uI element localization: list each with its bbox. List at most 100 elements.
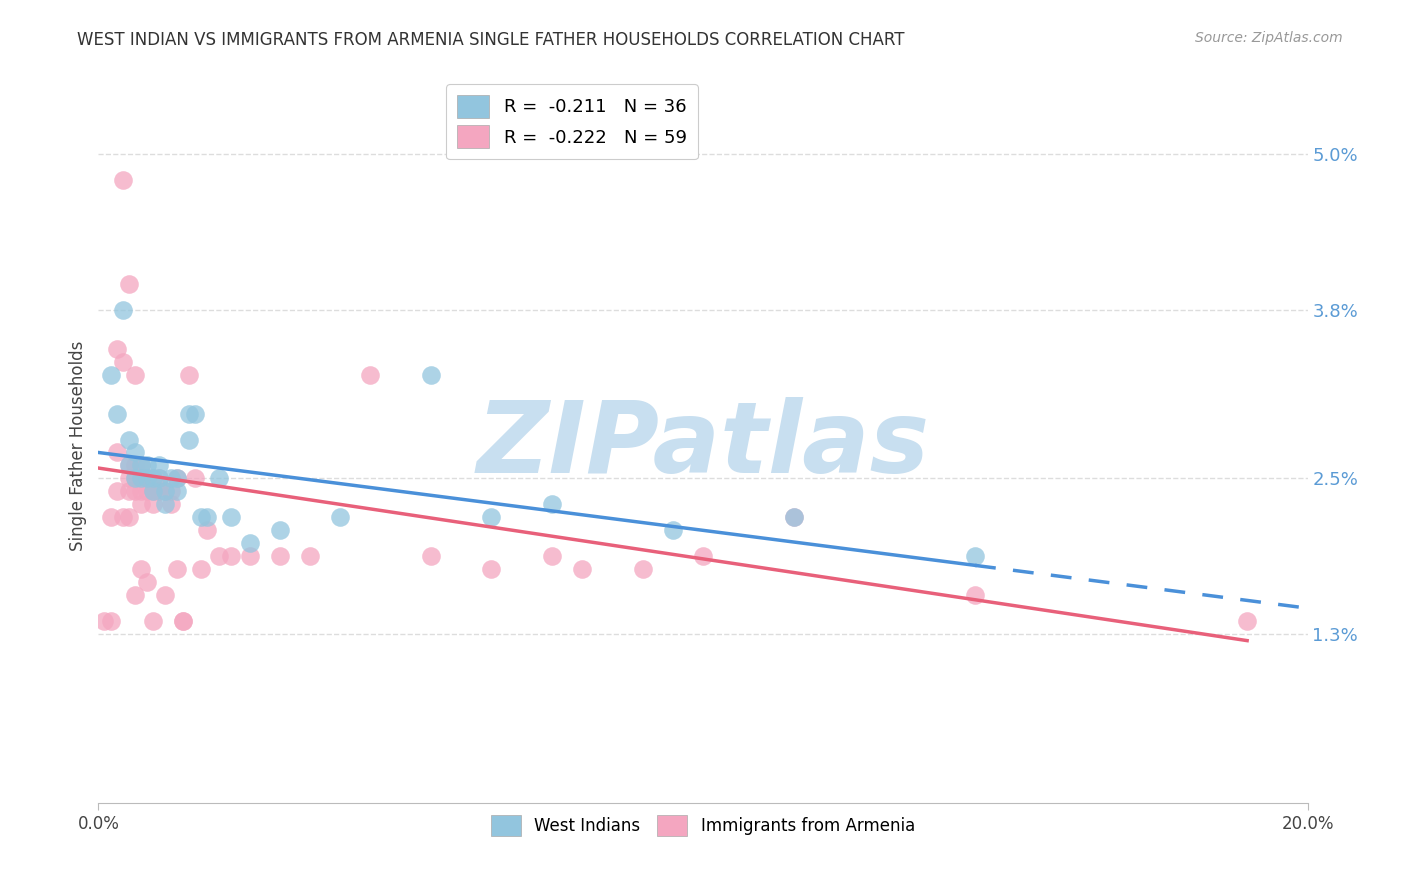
Point (93, 614, 115, 628)
Point (184, 471, 207, 485)
Point (129, 497, 152, 511)
Point (142, 497, 165, 511)
Point (166, 471, 188, 485)
Y-axis label: Single Father Households: Single Father Households (69, 341, 87, 551)
Point (124, 471, 146, 485)
Point (221, 549, 243, 564)
Point (142, 471, 165, 485)
Point (129, 471, 152, 485)
Point (208, 471, 231, 485)
Point (148, 484, 170, 499)
Text: Source: ZipAtlas.com: Source: ZipAtlas.com (1195, 31, 1343, 45)
Point (111, 173, 134, 187)
Point (692, 549, 714, 564)
Point (111, 510, 134, 524)
Point (195, 510, 218, 524)
Point (118, 484, 141, 499)
Point (184, 407, 207, 421)
Point (142, 484, 165, 499)
Point (105, 407, 128, 421)
Point (1236, 614, 1258, 628)
Point (540, 549, 562, 564)
Point (195, 524, 218, 538)
Point (540, 497, 562, 511)
Point (118, 471, 141, 485)
Point (299, 549, 322, 564)
Point (135, 471, 157, 485)
Point (360, 368, 382, 382)
Point (105, 484, 128, 499)
Point (129, 458, 152, 473)
Point (179, 407, 201, 421)
Point (153, 497, 176, 511)
Point (172, 614, 194, 628)
Point (166, 471, 188, 485)
Point (783, 510, 806, 524)
Point (965, 549, 987, 564)
Point (124, 445, 146, 459)
Point (118, 510, 141, 524)
Point (160, 497, 183, 511)
Point (129, 471, 152, 485)
Point (148, 471, 170, 485)
Point (111, 354, 134, 368)
Point (329, 510, 352, 524)
Point (142, 484, 165, 499)
Point (965, 588, 987, 602)
Point (190, 510, 212, 524)
Point (118, 458, 141, 473)
Point (166, 562, 188, 576)
Point (153, 588, 176, 602)
Point (118, 458, 141, 473)
Point (172, 614, 194, 628)
Point (142, 614, 165, 628)
Point (179, 368, 201, 382)
Point (166, 484, 188, 499)
Point (153, 484, 176, 499)
Point (118, 433, 141, 447)
Point (153, 484, 176, 499)
Point (124, 368, 146, 382)
Point (661, 524, 683, 538)
Point (269, 524, 291, 538)
Point (179, 433, 201, 447)
Point (124, 458, 146, 473)
Point (239, 536, 262, 550)
Point (111, 302, 134, 317)
Legend: West Indians, Immigrants from Armenia: West Indians, Immigrants from Armenia (482, 806, 924, 845)
Point (160, 484, 183, 499)
Point (481, 562, 503, 576)
Point (135, 458, 157, 473)
Point (135, 471, 157, 485)
Point (190, 562, 212, 576)
Point (124, 484, 146, 499)
Point (481, 510, 503, 524)
Point (129, 562, 152, 576)
Point (135, 575, 157, 590)
Point (269, 549, 291, 564)
Point (129, 484, 152, 499)
Point (105, 342, 128, 356)
Point (129, 458, 152, 473)
Point (420, 368, 443, 382)
Point (783, 510, 806, 524)
Point (239, 549, 262, 564)
Point (135, 484, 157, 499)
Point (571, 562, 593, 576)
Point (124, 588, 146, 602)
Text: ZIPatlas: ZIPatlas (477, 398, 929, 494)
Point (100, 368, 122, 382)
Point (148, 458, 170, 473)
Point (631, 562, 654, 576)
Point (105, 445, 128, 459)
Point (124, 471, 146, 485)
Point (208, 549, 231, 564)
Point (142, 471, 165, 485)
Text: WEST INDIAN VS IMMIGRANTS FROM ARMENIA SINGLE FATHER HOUSEHOLDS CORRELATION CHAR: WEST INDIAN VS IMMIGRANTS FROM ARMENIA S… (77, 31, 905, 49)
Point (221, 510, 243, 524)
Point (160, 471, 183, 485)
Point (148, 471, 170, 485)
Point (118, 277, 141, 291)
Point (100, 614, 122, 628)
Point (420, 549, 443, 564)
